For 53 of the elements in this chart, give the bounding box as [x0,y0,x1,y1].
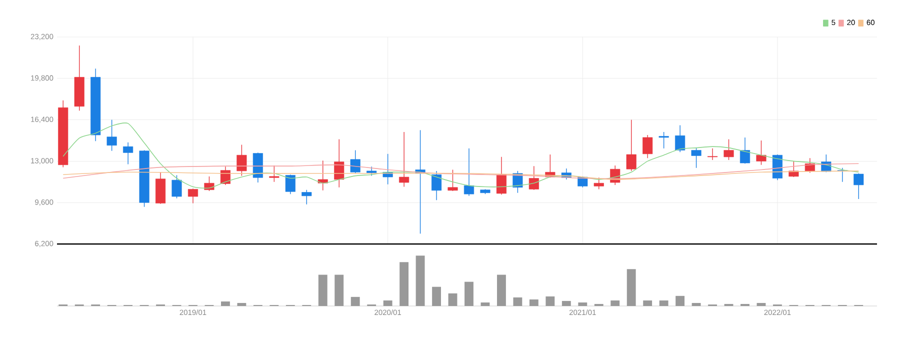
candlestick [691,147,702,168]
bar [643,300,652,306]
candlestick [626,119,636,172]
candlestick [350,150,360,174]
bar [578,302,588,306]
bar [496,274,506,306]
bar [676,296,685,306]
bar [383,300,392,306]
bar [400,262,409,306]
candlestick [496,156,506,196]
bar [464,282,474,306]
candlestick [302,189,312,205]
bar [480,302,490,306]
bar [318,274,328,306]
bar [416,256,425,306]
candlestick [658,132,669,149]
candlestick [804,158,815,174]
bar [562,300,571,306]
candlestick [432,170,442,201]
bar [350,296,360,306]
candlestick [642,134,653,159]
candlestick [854,173,864,200]
candlestick [675,124,686,152]
candlestick [399,132,410,188]
candlestick [236,144,247,176]
bar [237,302,246,306]
bar [692,302,701,306]
candlestick [448,169,458,192]
candlestick [204,176,214,192]
candlestick [708,148,718,160]
bar [626,269,636,306]
bar [432,286,441,306]
candlestick [740,137,750,164]
candlestick [528,166,539,190]
candlestick [724,138,734,160]
bar [513,297,522,306]
candlestick [172,174,182,199]
bar [220,301,230,306]
candlestick [285,174,296,194]
candlestick [464,148,474,196]
candlestick [188,188,198,204]
candlestick [269,165,280,182]
bar [546,296,555,306]
bar [529,299,538,306]
candlestick [594,177,604,190]
candlestick [123,142,134,165]
bar [756,302,766,306]
bar [610,300,620,306]
bar [334,274,344,306]
candlestick [756,140,766,166]
bar [448,293,458,306]
bar [659,300,668,306]
candlestick [106,119,117,152]
